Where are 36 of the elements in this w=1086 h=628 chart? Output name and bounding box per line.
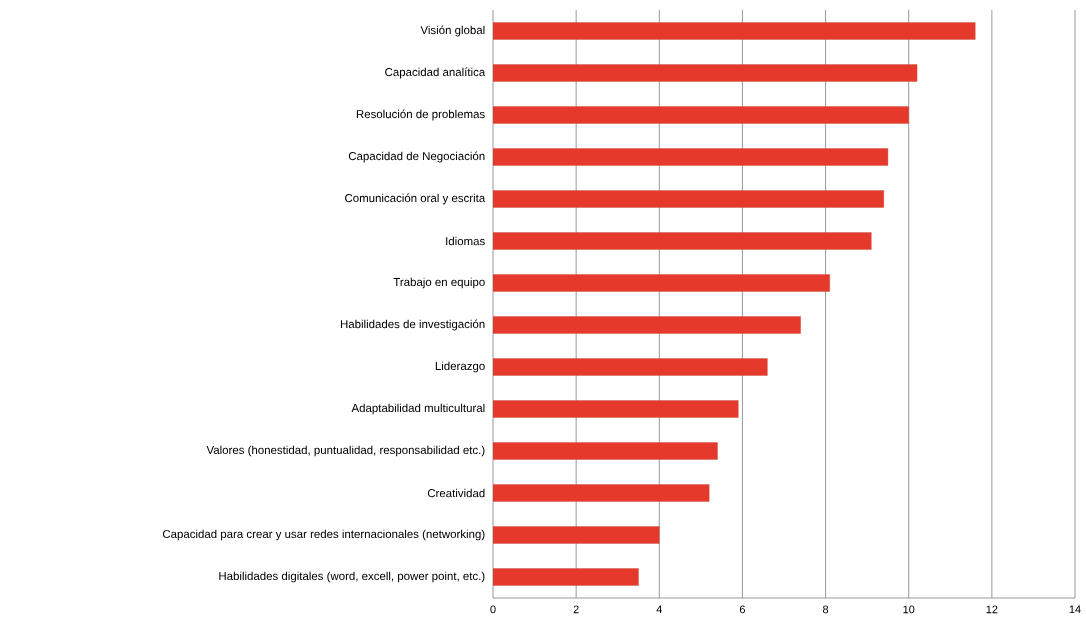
bar (493, 106, 909, 124)
bar (493, 190, 884, 208)
bar (493, 22, 976, 40)
x-tick-label: 6 (739, 605, 745, 614)
x-tick-label: 8 (823, 605, 829, 614)
bar (493, 442, 718, 460)
y-tick-label: Capacidad para crear y usar redes internacionales (networking) (162, 529, 485, 541)
y-tick-label: Capacidad de Negociación (348, 151, 485, 163)
y-tick-label: Creatividad (427, 488, 485, 498)
bar (493, 232, 872, 250)
bar (493, 484, 710, 502)
y-tick-label: Visión global (420, 25, 485, 37)
y-tick-label: Capacidad analítica (385, 67, 486, 79)
bar (493, 568, 639, 586)
bar (493, 526, 660, 544)
bar (493, 400, 739, 418)
y-tick-label: Resolución de problemas (356, 109, 485, 121)
x-tick-label: 12 (986, 605, 998, 614)
y-tick-label: Comunicación oral y escrita (345, 193, 486, 205)
y-tick-label: Valores (honestidad, puntualidad, responsabilidad etc.) (206, 445, 485, 457)
y-tick-label: Adaptabilidad multicultural (351, 403, 485, 415)
bar (493, 64, 918, 82)
bar (493, 316, 801, 334)
x-tick-label: 2 (573, 605, 579, 614)
y-tick-label: Habilidades de investigación (340, 319, 485, 331)
y-tick-label: Trabajo en equipo (393, 277, 485, 289)
bar (493, 274, 830, 292)
y-tick-label: Habilidades digitales (word, excell, power point, etc.) (219, 571, 485, 583)
x-tick-label: 4 (656, 605, 663, 614)
bar (493, 358, 768, 376)
x-tick-label: 10 (903, 605, 915, 614)
bar (493, 148, 889, 166)
y-tick-label: Idiomas (446, 236, 485, 246)
x-tick-label: 14 (1069, 605, 1081, 614)
x-tick-label: 0 (490, 605, 496, 614)
y-tick-label: Liderazgo (435, 361, 485, 373)
